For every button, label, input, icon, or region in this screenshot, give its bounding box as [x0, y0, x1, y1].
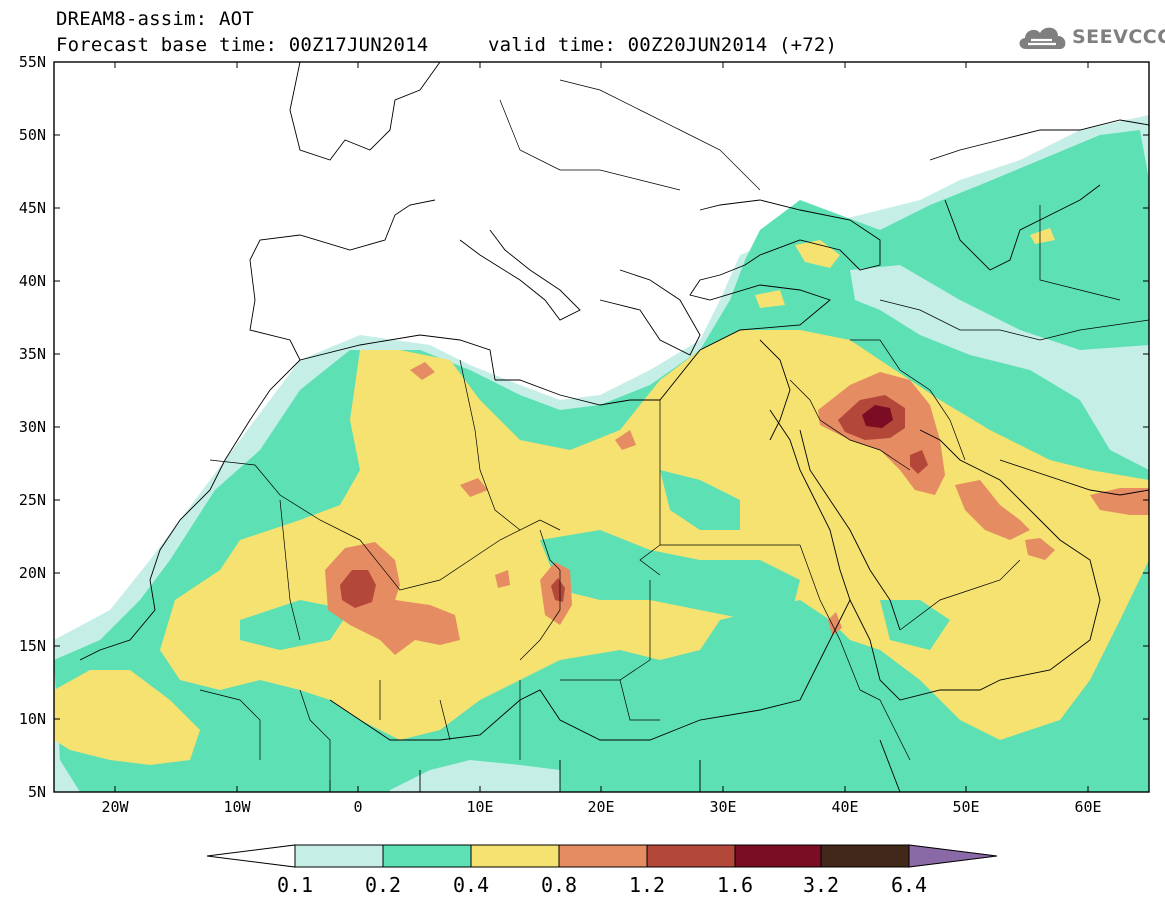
seevccc-logo: SEEVCCC [1016, 22, 1165, 56]
lon-label: 20E [587, 798, 615, 816]
aot-band-0.4-north [755, 228, 1055, 308]
aot-band-1.6 [862, 405, 893, 428]
colorbar-swatch-1 [294, 844, 384, 868]
aot-band-1.2-iraq [838, 395, 928, 474]
logo-text: SEEVCCC [1072, 26, 1165, 48]
lon-label: 0 [353, 798, 363, 816]
colorbar [206, 844, 998, 868]
axis-ticks [54, 61, 1149, 793]
colorbar-swatch-6 [734, 844, 822, 868]
map-title: DREAM8-assim: AOT [56, 8, 254, 30]
colorbar-swatch-2 [382, 844, 472, 868]
colorbar-label: 0.2 [364, 873, 402, 897]
colorbar-label: 0.1 [276, 873, 314, 897]
colorbar-swatch-7 [820, 844, 910, 868]
lat-label: 35N [18, 345, 46, 363]
aot-band-1.2 [340, 570, 376, 608]
country-borders [199, 79, 1149, 780]
lon-label: 20W [101, 798, 129, 816]
aot-band-0.2-inner [240, 420, 950, 650]
aot-band-0.1-south [390, 760, 560, 792]
lon-label: 30E [709, 798, 737, 816]
aot-band-0.8-gulf [955, 480, 1149, 560]
valid-time: valid time: 00Z20JUN2014 (+72) [488, 34, 838, 56]
lat-label: 55N [18, 53, 46, 71]
lat-label: 10N [18, 710, 46, 728]
lat-label: 25N [18, 491, 46, 509]
aot-band-1.2-chad [551, 578, 565, 602]
lat-label: 45N [18, 199, 46, 217]
colorbar-under-arrow [206, 844, 296, 868]
lon-label: 40E [831, 798, 859, 816]
aot-field [54, 115, 1149, 792]
colorbar-label: 3.2 [802, 873, 840, 897]
colorbar-label: 6.4 [890, 873, 928, 897]
colorbar-label: 0.8 [540, 873, 578, 897]
lat-label: 15N [18, 637, 46, 655]
lon-label: 60E [1074, 798, 1102, 816]
lon-label: 50E [952, 798, 980, 816]
lat-label: 50N [18, 126, 46, 144]
lon-label: 10E [466, 798, 494, 816]
base-time: Forecast base time: 00Z17JUN2014 [56, 34, 429, 56]
lon-label: 10W [223, 798, 251, 816]
cloud-icon [1019, 27, 1066, 49]
colorbar-label: 0.4 [452, 873, 490, 897]
coastlines [54, 62, 1149, 792]
colorbar-label: 1.6 [716, 873, 754, 897]
aot-band-0.4-west [54, 670, 200, 765]
colorbar-label: 1.2 [628, 873, 666, 897]
lat-label: 5N [27, 783, 46, 801]
lat-label: 20N [18, 564, 46, 582]
lat-label: 40N [18, 272, 46, 290]
colorbar-swatch-3 [470, 844, 560, 868]
colorbar-over-arrow [908, 844, 998, 868]
lat-label: 30N [18, 418, 46, 436]
colorbar-swatch-4 [558, 844, 648, 868]
aot-band-0.1-east [850, 265, 1149, 470]
forecast-times: Forecast base time: 00Z17JUN2014 valid ti… [56, 34, 837, 56]
colorbar-swatch-5 [646, 844, 736, 868]
